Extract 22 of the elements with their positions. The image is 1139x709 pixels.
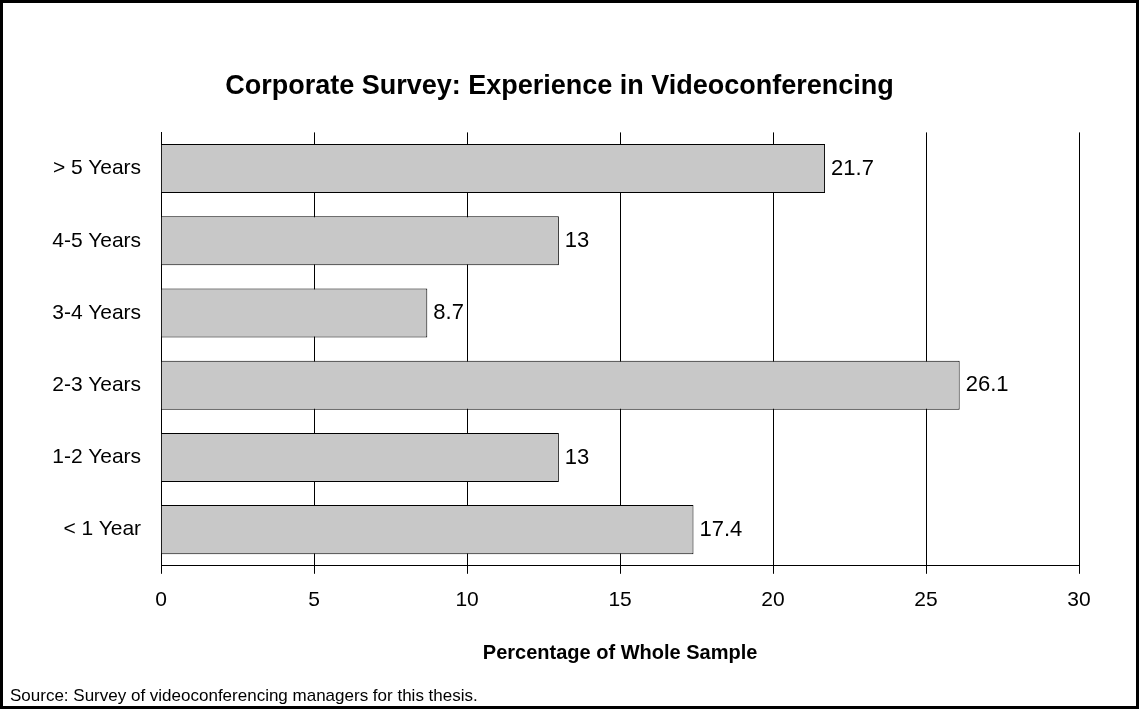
y-tick-label: 1-2 Years [52,444,142,468]
data-label: 8.7 [433,299,464,325]
x-tick-label: 10 [455,587,479,611]
y-tick-label: 4-5 Years [52,227,142,251]
data-label: 13 [564,443,590,469]
data-label: 21.7 [831,154,874,180]
x-tick-label: 5 [308,587,320,611]
x-tick-label: 0 [155,587,167,611]
source-note: Source: Survey of videoconferencing managers for this thesis. [10,686,478,705]
y-tick-label: > 5 Years [52,155,142,179]
data-label: 17.4 [699,515,743,541]
x-tick-label: 30 [1067,587,1091,611]
data-label: 26.1 [965,371,1009,397]
y-tick-label: 3-4 Years [52,299,142,323]
x-axis-title: Percentage of Whole Sample [482,640,758,663]
x-tick-label: 25 [914,587,938,611]
y-tick-label: 2-3 Years [52,372,142,396]
y-tick-label: < 1 Year [63,516,142,540]
data-label: 13 [564,226,590,252]
chart-title: Corporate Survey: Experience in Videoconferencing [225,69,894,100]
x-tick-label: 20 [761,587,785,611]
x-tick-label: 15 [608,587,632,611]
